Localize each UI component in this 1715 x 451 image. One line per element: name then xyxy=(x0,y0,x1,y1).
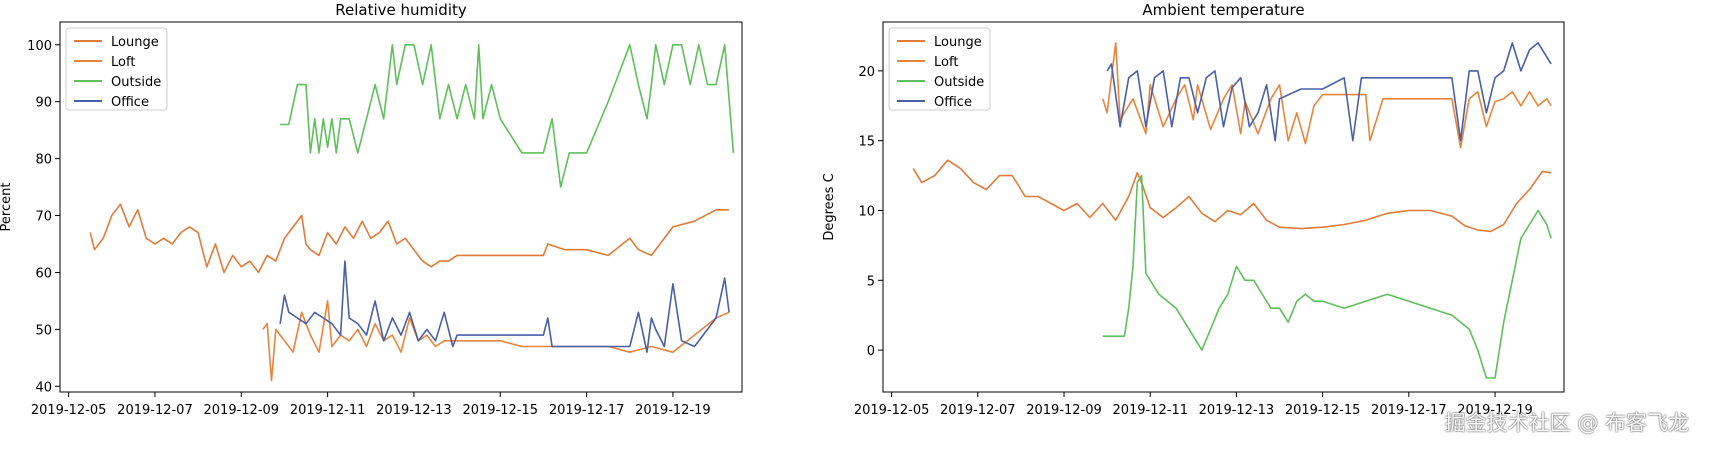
chart1-xtick-label: 2019-12-19 xyxy=(635,403,711,418)
chart2-series-lounge xyxy=(912,159,1552,233)
chart1-series-loft xyxy=(262,300,730,382)
chart1-legend-label-loft: Loft xyxy=(111,55,135,70)
chart1-xtick-label: 2019-12-17 xyxy=(549,403,625,418)
chart2-xtick-label: 2019-12-09 xyxy=(1026,403,1102,418)
chart1-series-office xyxy=(279,260,730,353)
chart2-legend-label-office: Office xyxy=(934,95,972,110)
chart1-ytick-label: 100 xyxy=(27,39,52,54)
chart1-xtick-label: 2019-12-11 xyxy=(290,403,366,418)
chart2-ytick-label: 10 xyxy=(858,204,875,219)
chart2-xtick-label: 2019-12-17 xyxy=(1371,403,1447,418)
chart1-ytick-label: 40 xyxy=(35,380,52,395)
chart2-xtick-label: 2019-12-19 xyxy=(1457,403,1533,418)
chart1-ytick-label: 50 xyxy=(35,323,52,338)
chart2-ytick-label: 15 xyxy=(858,135,875,150)
chart1-legend-label-outside: Outside xyxy=(111,75,161,90)
chart2-legend xyxy=(888,27,991,111)
chart1-xtick-label: 2019-12-07 xyxy=(117,403,193,418)
chart1-xtick-label: 2019-12-13 xyxy=(376,403,452,418)
chart1-ytick-label: 80 xyxy=(35,153,52,168)
watermark: 掘金技术社区 @ 布客飞龙 xyxy=(1444,411,1689,435)
chart2-ytick-label: 5 xyxy=(867,274,875,289)
chart1-legend xyxy=(65,27,168,111)
chart2-series-outside xyxy=(1102,174,1552,379)
chart2-ytick-label: 0 xyxy=(867,344,875,359)
chart2-series-loft xyxy=(1102,42,1552,149)
chart1-title: Relative humidity xyxy=(335,1,467,19)
chart2-xtick-label: 2019-12-11 xyxy=(1112,403,1188,418)
chart2-legend-label-lounge: Lounge xyxy=(934,35,982,50)
chart2-series-office xyxy=(1106,42,1552,142)
chart1-axes-frame xyxy=(59,21,743,393)
chart2-ytick-label: 20 xyxy=(858,65,875,80)
chart2-xtick-label: 2019-12-15 xyxy=(1285,403,1361,418)
chart2-xtick-label: 2019-12-13 xyxy=(1199,403,1275,418)
chart1-ytick-label: 60 xyxy=(35,266,52,281)
chart2-legend-label-loft: Loft xyxy=(934,55,958,70)
chart2-xtick-label: 2019-12-07 xyxy=(940,403,1016,418)
chart1-series-outside xyxy=(280,44,735,188)
chart1-ytick-label: 90 xyxy=(35,96,52,111)
chart2-legend-label-outside: Outside xyxy=(934,75,984,90)
chart2-axes-frame xyxy=(882,21,1565,393)
chart1-legend-label-office: Office xyxy=(111,95,149,110)
chart1-xtick-label: 2019-12-15 xyxy=(462,403,538,418)
chart2-title: Ambient temperature xyxy=(1142,1,1304,19)
chart2-xtick-label: 2019-12-05 xyxy=(854,403,930,418)
chart2-ylabel: Degrees C xyxy=(822,173,837,240)
chart1-xtick-label: 2019-12-05 xyxy=(31,403,107,418)
chart1-ytick-label: 70 xyxy=(35,210,52,225)
chart1-legend-label-lounge: Lounge xyxy=(111,35,159,50)
chart1-xtick-label: 2019-12-09 xyxy=(204,403,280,418)
chart1-series-lounge xyxy=(89,203,730,274)
chart1-ylabel: Percent xyxy=(0,183,14,232)
